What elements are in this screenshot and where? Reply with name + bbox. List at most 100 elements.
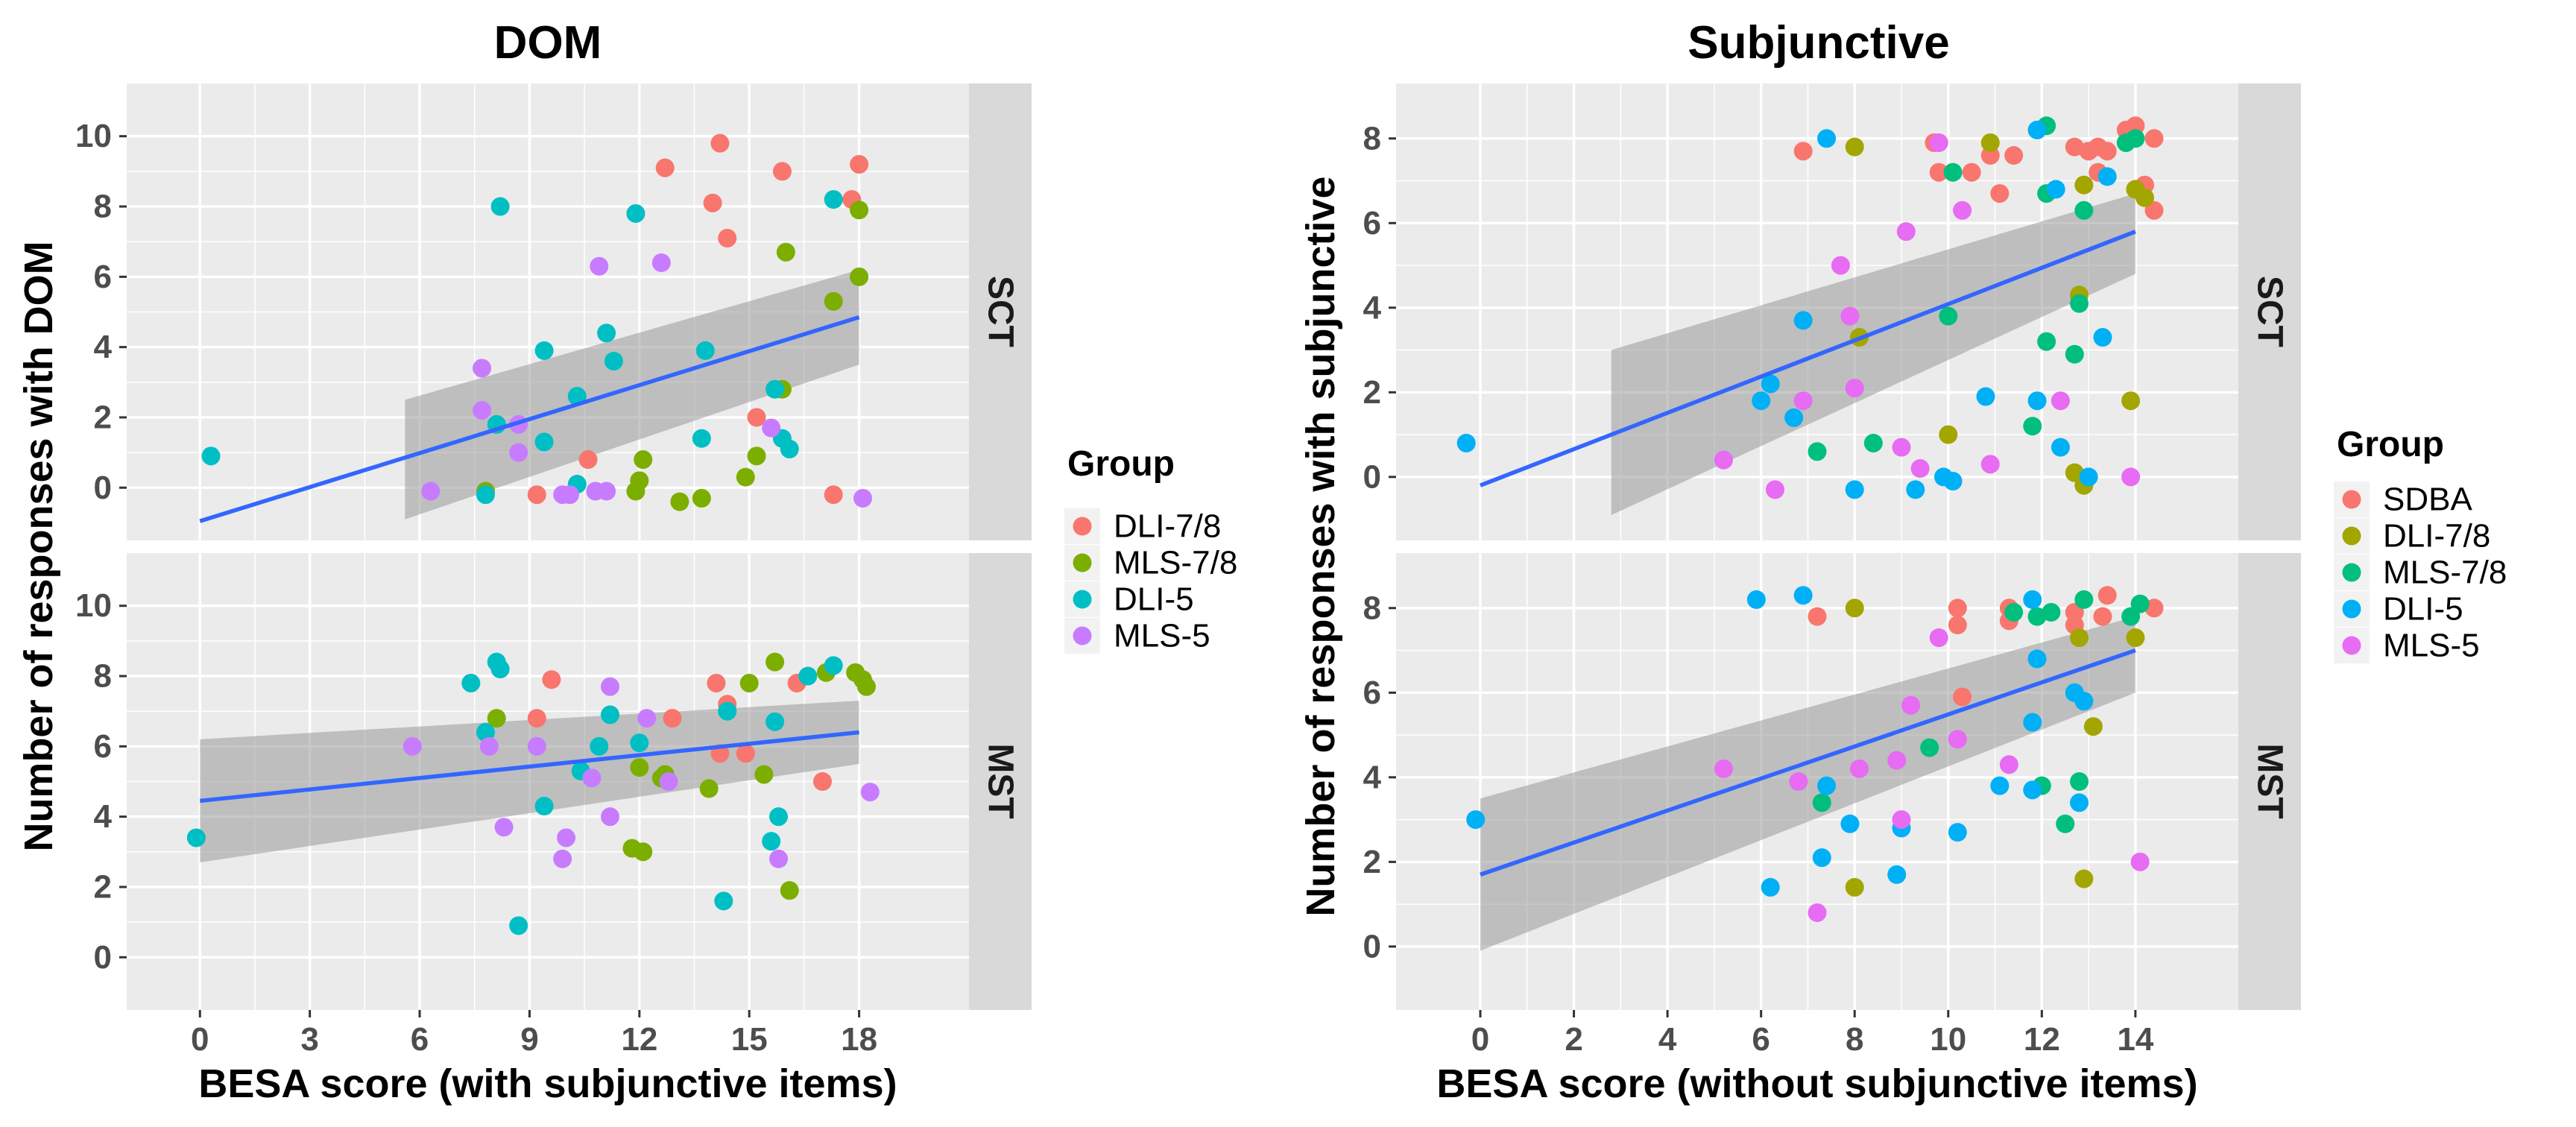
- data-point: [1746, 590, 1766, 609]
- data-point: [2121, 391, 2141, 411]
- data-point: [1845, 480, 1864, 499]
- trend-line: [1480, 648, 2136, 877]
- y-tick-label: 2: [1363, 374, 1381, 411]
- data-point: [2027, 391, 2047, 411]
- data-point: [812, 772, 832, 791]
- data-point: [754, 765, 774, 784]
- data-point: [1793, 586, 1813, 605]
- data-point: [2023, 713, 2042, 732]
- y-tick-label: 2: [94, 399, 112, 435]
- data-point: [2097, 167, 2117, 186]
- data-point: [473, 401, 492, 420]
- data-point: [703, 193, 722, 212]
- legend-swatch: [2342, 490, 2361, 509]
- legend-title: Group: [2337, 425, 2444, 464]
- data-point: [780, 881, 799, 900]
- data-point: [601, 677, 620, 696]
- data-point: [824, 485, 843, 505]
- data-point: [824, 656, 843, 675]
- data-point: [2135, 188, 2154, 207]
- data-point: [1939, 425, 1958, 444]
- data-point: [626, 203, 645, 223]
- confidence-band: [1480, 616, 2135, 951]
- trend-line-path: [199, 730, 859, 804]
- confidence-band-area: [200, 701, 859, 862]
- data-point: [2065, 137, 2084, 157]
- data-point: [534, 797, 554, 816]
- data-point: [1456, 433, 1476, 452]
- data-point: [2037, 332, 2056, 351]
- dom-chart: DOM SCT 0 2 4 6 8 10 MST 0 2 4 6 8 10 0 3 6 9 12 15 18 B…: [16, 17, 1237, 1106]
- facet-mst: MST 0 2 4 6 8: [1363, 553, 2301, 1010]
- data-point: [560, 485, 579, 505]
- data-point: [824, 291, 843, 311]
- y-tick-labels: 0 2 4 6 8: [1363, 590, 1396, 965]
- data-point: [509, 916, 528, 935]
- data-point: [490, 660, 510, 679]
- data-point: [534, 341, 554, 360]
- data-point: [762, 832, 781, 851]
- facet-strip-label: SCT: [2250, 276, 2290, 347]
- data-points: [201, 133, 873, 511]
- data-point: [670, 492, 689, 511]
- facet-strip: [2238, 553, 2301, 1010]
- facet-mst: MST 0 2 4 6 8 10: [75, 553, 1032, 1010]
- data-point: [487, 709, 506, 728]
- data-point: [1892, 438, 1911, 457]
- data-point: [718, 228, 737, 247]
- legend-swatch: [2342, 599, 2361, 619]
- data-point: [1714, 759, 1733, 778]
- data-point: [651, 253, 671, 272]
- data-point: [1962, 162, 1981, 182]
- data-point: [402, 736, 422, 756]
- chart-title: Subjunctive: [1688, 17, 1949, 69]
- data-point: [630, 758, 649, 777]
- data-point: [1887, 751, 1907, 770]
- y-tick-label: 10: [75, 587, 112, 624]
- x-tick-label: 0: [191, 1021, 209, 1058]
- data-point: [856, 677, 876, 696]
- data-point: [1817, 776, 1837, 795]
- data-point: [1845, 379, 1864, 398]
- data-point: [2083, 717, 2103, 736]
- data-point: [1793, 391, 1813, 411]
- data-point: [659, 772, 678, 791]
- data-point: [1808, 903, 1827, 922]
- y-tick-label: 10: [75, 118, 112, 154]
- x-tick-label: 12: [621, 1021, 657, 1058]
- x-tick-label: 2: [1565, 1021, 1582, 1058]
- data-point: [604, 352, 623, 371]
- data-point: [1990, 776, 2010, 795]
- data-point: [1887, 865, 1907, 884]
- trend-line: [199, 315, 860, 523]
- data-point: [553, 849, 572, 868]
- data-point: [710, 133, 730, 153]
- x-tick-label: 9: [520, 1021, 538, 1058]
- data-point: [509, 443, 528, 462]
- data-point: [1948, 615, 1967, 634]
- data-point: [2051, 391, 2070, 411]
- data-point: [2004, 145, 2024, 165]
- data-point: [2027, 607, 2047, 626]
- legend-swatch: [2342, 526, 2361, 546]
- x-tick-label: 0: [1471, 1021, 1489, 1058]
- data-point: [765, 652, 785, 672]
- data-point: [1939, 306, 1958, 326]
- data-point: [772, 162, 792, 181]
- y-tick-label: 8: [1363, 590, 1381, 626]
- data-point: [1943, 472, 1963, 491]
- data-point: [1948, 730, 1967, 749]
- data-point: [1845, 877, 1864, 897]
- x-tick-label: 14: [2117, 1021, 2153, 1058]
- x-tick-label: 10: [1930, 1021, 1966, 1058]
- data-point: [2023, 590, 2042, 609]
- facet-sct: SCT 0 2 4 6 8: [1363, 83, 2301, 540]
- y-tick-label: 6: [94, 259, 112, 295]
- y-tick-label: 8: [94, 189, 112, 225]
- legend-swatch: [1073, 626, 1092, 645]
- data-point: [1817, 129, 1837, 148]
- legend-item-label: MLS-5: [1114, 618, 1210, 654]
- data-point: [655, 158, 675, 177]
- data-point: [590, 256, 609, 276]
